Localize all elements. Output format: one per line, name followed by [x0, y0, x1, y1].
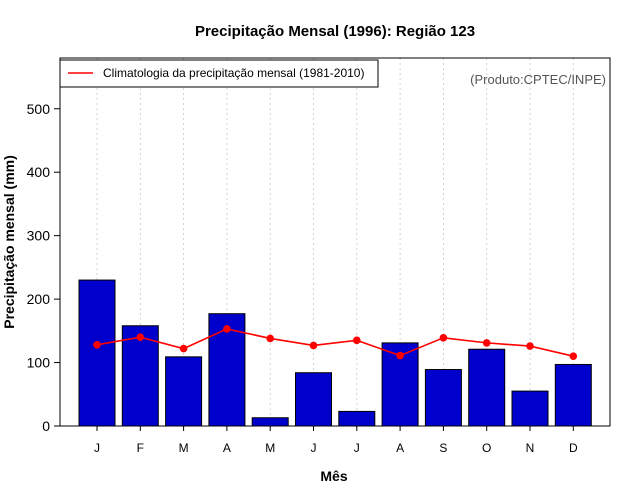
bar-series	[78, 279, 592, 427]
x-tick-label: J	[354, 441, 360, 455]
bar-m-5	[251, 417, 289, 427]
y-tick-label: 100	[27, 355, 51, 371]
x-tick-label: J	[94, 441, 100, 455]
x-tick-label: S	[439, 441, 447, 455]
legend-label: Climatologia da precipitação mensal (198…	[103, 66, 364, 80]
x-tick-label: A	[396, 441, 404, 455]
bar-m-3	[165, 356, 203, 427]
y-tick-label: 0	[42, 418, 50, 434]
climatology-point-6	[309, 341, 318, 350]
x-tick-label: O	[482, 441, 491, 455]
bar-o-10	[468, 348, 506, 427]
bar-j-6	[295, 372, 332, 427]
x-axis-label: Mês	[320, 468, 347, 484]
bar-f-2	[121, 325, 159, 427]
climatology-point-7	[353, 336, 361, 345]
climatology-point-12	[569, 352, 578, 361]
legend: Climatologia da precipitação mensal (198…	[59, 59, 379, 88]
y-tick-label: 200	[27, 291, 51, 307]
y-axis-label: Precipitação mensal (mm)	[1, 155, 17, 329]
climatology-point-8	[396, 351, 404, 360]
x-tick-label: N	[526, 441, 535, 455]
y-tick-label: 400	[27, 164, 51, 180]
climatology-line	[96, 328, 574, 357]
bar-n-11	[511, 390, 549, 427]
legend-box	[59, 59, 379, 88]
bar-j-7	[338, 410, 376, 427]
climatology-line-series	[93, 325, 578, 361]
x-tick-label: M	[265, 441, 275, 455]
climatology-point-5	[266, 334, 275, 343]
bar-s-9	[424, 369, 462, 427]
climatology-point-4	[223, 325, 231, 333]
climatology-point-9	[439, 334, 448, 342]
x-tick-label: J	[311, 441, 317, 455]
y-tick-label: 300	[27, 228, 51, 244]
plot-frame	[59, 57, 611, 427]
climatology-point-11	[526, 342, 534, 350]
y-axis: 0 100 200 300 400 500	[27, 101, 60, 434]
bar-j-1	[78, 279, 116, 427]
x-tick-label: D	[569, 441, 578, 455]
climatology-point-3	[179, 344, 188, 353]
climatology-point-2	[136, 333, 145, 341]
climatology-point-10	[482, 339, 491, 347]
chart-title: Precipitação Mensal (1996): Região 123	[195, 23, 475, 40]
climatology-point-1	[93, 340, 101, 349]
source-annotation: (Produto:CPTEC/INPE)	[470, 72, 606, 87]
x-tick-label: M	[179, 441, 189, 455]
x-tick-label: A	[223, 441, 231, 455]
y-tick-label: 500	[27, 101, 51, 117]
bar-d-12	[554, 363, 592, 427]
x-tick-label: F	[137, 441, 144, 455]
